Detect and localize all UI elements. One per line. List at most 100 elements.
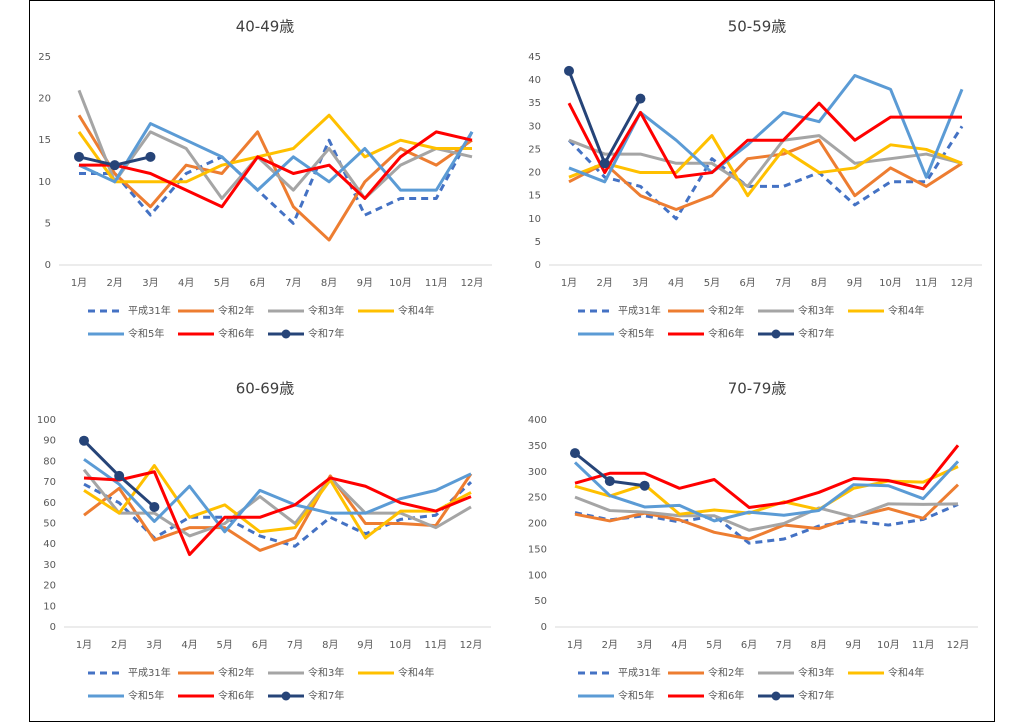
frame (29, 0, 995, 722)
series-line (568, 134, 963, 198)
legend-label: 令和5年 (128, 327, 164, 340)
y-tick-label: 0 (45, 260, 51, 271)
x-tick-label: 8月 (321, 277, 337, 289)
y-tick-label: 100 (528, 570, 547, 581)
chart-title: 60-69歳 (236, 380, 295, 398)
x-tick-label: 9月 (845, 639, 861, 651)
x-tick-label: 2月 (602, 639, 618, 651)
x-tick-label: 10月 (877, 639, 900, 651)
x-tick-label: 4月 (668, 277, 684, 289)
legend-label: 令和2年 (218, 304, 254, 317)
series-line (567, 101, 962, 179)
y-tick-label: 80 (43, 456, 56, 467)
x-tick-label: 5月 (217, 639, 233, 651)
x-tick-label: 9月 (847, 277, 863, 289)
series-line (574, 444, 960, 509)
series-line (568, 134, 963, 188)
legend-marker (771, 691, 781, 701)
y-tick-label: 90 (43, 436, 56, 447)
series-marker (635, 93, 646, 104)
series-line (567, 125, 964, 221)
chart-title: 70-79歳 (728, 380, 787, 398)
series-marker (564, 65, 574, 76)
legend-label: 令和7年 (798, 327, 834, 340)
x-tick-label: 1月 (561, 277, 577, 289)
y-tick-label: 50 (43, 519, 56, 530)
y-tick-label: 0 (50, 622, 56, 633)
legend-label: 令和2年 (708, 666, 744, 679)
y-tick-label: 200 (528, 519, 547, 530)
y-tick-label: 300 (528, 467, 547, 478)
series-marker (109, 160, 120, 171)
x-tick-label: 6月 (249, 277, 265, 289)
y-tick-label: 400 (528, 415, 547, 426)
series-marker (74, 151, 84, 162)
x-tick-label: 1月 (567, 639, 583, 651)
x-tick-label: 2月 (597, 277, 613, 289)
x-tick-label: 12月 (947, 639, 970, 651)
y-tick-label: 15 (38, 135, 51, 146)
legend-label: 令和2年 (218, 666, 254, 679)
y-tick-label: 60 (43, 498, 56, 509)
x-tick-label: 12月 (951, 277, 974, 289)
x-tick-label: 9月 (357, 639, 373, 651)
x-tick-label: 3月 (632, 277, 648, 289)
legend-label: 令和3年 (308, 304, 344, 317)
y-tick-label: 25 (528, 144, 541, 155)
y-tick-label: 30 (528, 121, 541, 132)
legend-label: 令和6年 (218, 327, 254, 340)
x-tick-label: 3月 (146, 639, 162, 651)
x-tick-label: 5月 (704, 277, 720, 289)
y-tick-label: 70 (43, 477, 56, 488)
legend-label: 令和2年 (708, 304, 744, 317)
x-tick-label: 7月 (776, 639, 792, 651)
legend-label: 令和5年 (128, 689, 164, 702)
x-tick-label: 11月 (915, 277, 938, 289)
series-line (83, 458, 472, 534)
x-tick-label: 5月 (706, 639, 722, 651)
x-tick-label: 12月 (460, 639, 483, 651)
x-tick-label: 10月 (389, 639, 412, 651)
y-tick-label: 25 (38, 52, 51, 63)
series-line (574, 495, 959, 532)
x-tick-label: 11月 (425, 277, 448, 289)
series-line (568, 138, 963, 212)
x-tick-label: 7月 (775, 277, 791, 289)
series-marker (639, 480, 650, 491)
series-line (573, 460, 960, 523)
x-tick-label: 9月 (357, 277, 373, 289)
x-tick-label: 7月 (287, 639, 303, 651)
legend-label: 平成31年 (618, 304, 661, 317)
legend-label: 令和4年 (398, 666, 434, 679)
x-tick-label: 4月 (671, 639, 687, 651)
series-line (78, 122, 474, 192)
legend-label: 令和3年 (798, 304, 834, 317)
legend-label: 令和7年 (308, 689, 344, 702)
y-tick-label: 10 (43, 601, 56, 612)
x-tick-label: 2月 (107, 277, 123, 289)
series-marker (599, 158, 610, 169)
series-line (79, 130, 473, 209)
series-marker (149, 501, 160, 512)
x-tick-label: 2月 (111, 639, 127, 651)
series-line (77, 113, 472, 184)
x-tick-label: 8月 (322, 639, 338, 651)
x-tick-label: 4月 (181, 639, 197, 651)
x-tick-label: 12月 (461, 277, 484, 289)
legend-label: 令和6年 (708, 327, 744, 340)
x-tick-label: 10月 (879, 277, 902, 289)
y-tick-label: 150 (528, 544, 547, 555)
x-tick-label: 11月 (424, 639, 447, 651)
legend-label: 令和6年 (218, 689, 254, 702)
chart-title: 40-49歳 (236, 18, 295, 36)
x-tick-label: 1月 (71, 277, 87, 289)
x-tick-label: 8月 (811, 639, 827, 651)
x-tick-label: 6月 (741, 639, 757, 651)
x-tick-label: 3月 (142, 277, 158, 289)
series-marker (604, 476, 615, 487)
x-tick-label: 4月 (178, 277, 194, 289)
y-tick-label: 20 (528, 168, 541, 179)
y-tick-label: 50 (534, 596, 547, 607)
legend-label: 令和7年 (798, 689, 834, 702)
series-marker (79, 435, 89, 446)
